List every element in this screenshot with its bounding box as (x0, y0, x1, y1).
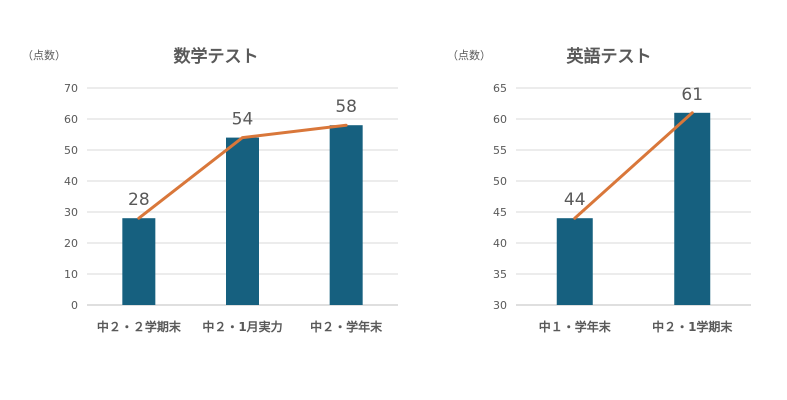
y-axis-unit-label: （点数） (22, 49, 66, 62)
english-test-chart: 英語テスト （点数） 30 35 40 45 50 55 60 65 44 61 中１・学年末 中２・1学… (447, 46, 751, 334)
math-test-chart: 数学テスト （点数） 0 10 20 30 40 50 60 70 28 54 58 中２・２学期末 中２・… (22, 46, 398, 334)
y-tick-label: 10 (64, 268, 78, 281)
y-tick-label: 40 (493, 237, 507, 250)
y-tick-label: 45 (493, 206, 507, 219)
y-axis-unit-label: （点数） (447, 49, 491, 62)
y-tick-label: 60 (493, 113, 507, 126)
series-line (137, 123, 348, 220)
y-tick-label: 30 (64, 206, 78, 219)
bar (122, 218, 156, 305)
bar (556, 218, 593, 305)
y-tick-label: 60 (64, 113, 78, 126)
series-line (573, 111, 694, 220)
chart-title: 英語テスト (567, 46, 652, 67)
y-tick-label: 55 (493, 144, 507, 157)
y-tick-label: 65 (493, 82, 507, 95)
bar (329, 125, 363, 305)
chart-title: 数学テスト (174, 46, 259, 67)
y-tick-label: 50 (493, 175, 507, 188)
data-label: 54 (232, 110, 254, 130)
data-label: 28 (128, 190, 150, 210)
x-category-label: 中２・1学期末 (652, 319, 733, 334)
y-tick-label: 40 (64, 175, 78, 188)
y-tick-label: 20 (64, 237, 78, 250)
y-tick-label: 70 (64, 82, 78, 95)
x-category-label: 中１・学年末 (539, 319, 612, 334)
y-tick-label: 0 (71, 299, 78, 312)
bar (674, 112, 711, 305)
data-label: 58 (335, 97, 357, 117)
x-category-label: 中２・２学期末 (97, 319, 182, 334)
bar (226, 137, 259, 305)
x-category-label: 中２・1月実力 (202, 319, 282, 334)
y-tick-label: 35 (493, 268, 507, 281)
y-tick-label: 50 (64, 144, 78, 157)
data-label: 61 (681, 85, 703, 105)
data-label: 44 (564, 190, 586, 210)
x-category-label: 中２・学年末 (310, 319, 383, 334)
y-tick-label: 30 (493, 299, 507, 312)
